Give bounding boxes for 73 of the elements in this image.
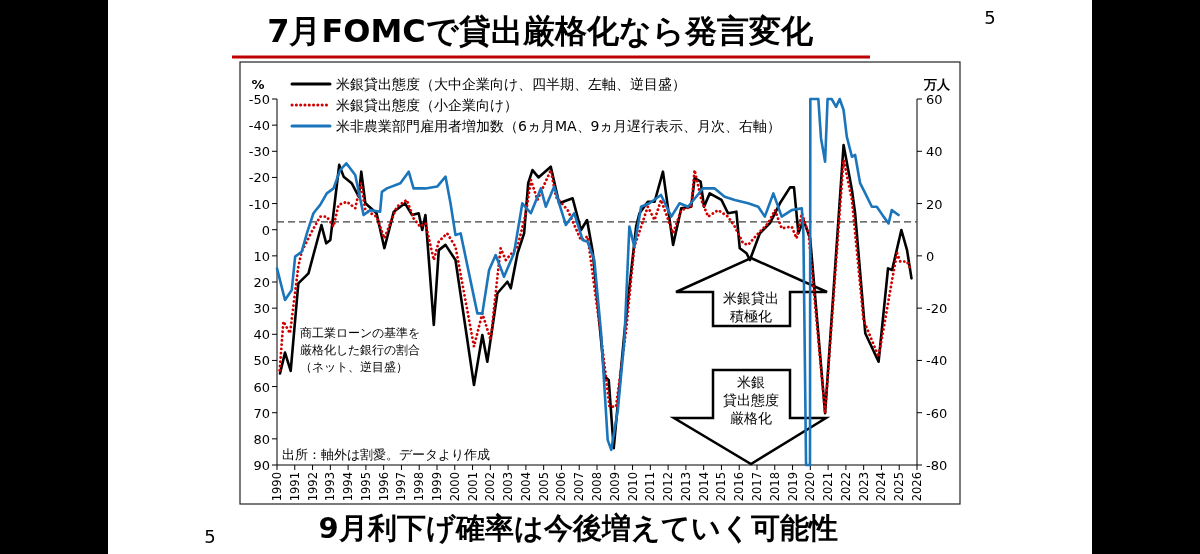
y2-tick-label: -60 bbox=[926, 405, 948, 421]
x-tick-label: 2000 bbox=[447, 472, 462, 502]
x-tick-label: 2002 bbox=[483, 472, 498, 502]
x-tick-label: 2008 bbox=[590, 472, 604, 502]
y-tick-label: 20 bbox=[253, 275, 270, 290]
annotation: 出所：軸外は割愛。データより作成 bbox=[282, 447, 490, 462]
x-tick-label: 2019 bbox=[785, 472, 800, 502]
y-tick-label: 50 bbox=[253, 353, 270, 369]
x-tick-label: 2021 bbox=[821, 472, 836, 502]
y-tick-label: -20 bbox=[248, 170, 270, 186]
y2-tick-label: 60 bbox=[926, 92, 943, 107]
x-tick-label: 1994 bbox=[341, 472, 356, 502]
x-tick-label: 2004 bbox=[518, 472, 533, 502]
x-tick-label: 2015 bbox=[714, 472, 729, 502]
x-tick-label: 2017 bbox=[750, 472, 764, 502]
annotation: 米銀貸出積極化 bbox=[723, 290, 779, 324]
x-tick-label: 2009 bbox=[607, 472, 622, 502]
x-tick-label: 1999 bbox=[430, 472, 444, 502]
x-tick-label: 2026 bbox=[910, 472, 924, 502]
legend-label: 米銀貸出態度（大中企業向け、四半期、左軸、逆目盛） bbox=[336, 76, 686, 92]
legend-label: 米銀貸出態度（小企業向け） bbox=[336, 97, 518, 113]
y-tick-label: -30 bbox=[248, 144, 270, 160]
y2-tick-label: 0 bbox=[926, 248, 935, 264]
y-tick-label: 0 bbox=[261, 222, 270, 238]
y-tick-label: -10 bbox=[248, 196, 270, 212]
y2-tick-label: 20 bbox=[926, 196, 943, 212]
y2-axis-title: 万人 bbox=[923, 77, 951, 92]
x-tick-label: 2018 bbox=[767, 472, 782, 502]
x-tick-label: 2010 bbox=[625, 472, 640, 502]
y-tick-label: 70 bbox=[253, 405, 270, 421]
x-tick-label: 2025 bbox=[892, 472, 907, 502]
x-tick-label: 1991 bbox=[287, 472, 302, 502]
x-tick-label: 2001 bbox=[465, 472, 480, 502]
y-tick-label: 40 bbox=[253, 327, 270, 343]
text: 5 bbox=[204, 526, 216, 547]
y2-tick-label: -40 bbox=[926, 353, 948, 369]
x-tick-label: 1998 bbox=[412, 472, 427, 502]
x-tick-label: 2005 bbox=[536, 472, 551, 502]
x-tick-label: 2022 bbox=[838, 472, 853, 502]
x-tick-label: 2013 bbox=[678, 472, 693, 502]
x-tick-label: 2023 bbox=[856, 472, 871, 502]
y-tick-label: -40 bbox=[248, 118, 270, 134]
x-tick-label: 2014 bbox=[696, 472, 711, 502]
y-tick-label: 90 bbox=[253, 458, 270, 473]
text: 9月利下げ確率は今後増えていく可能性 bbox=[318, 511, 838, 545]
x-tick-label: 1992 bbox=[305, 472, 320, 502]
x-tick-label: 2012 bbox=[661, 472, 676, 502]
x-tick-label: 2006 bbox=[554, 472, 569, 502]
annotation: 米銀貸出態度厳格化 bbox=[723, 374, 779, 426]
y2-tick-label: 40 bbox=[926, 144, 943, 160]
x-tick-label: 2011 bbox=[643, 472, 658, 502]
y-tick-label: 10 bbox=[253, 248, 270, 264]
annotation: 商工業ローンの基準を厳格化した銀行の割合（ネット、逆目盛） bbox=[300, 326, 420, 374]
y-tick-label: 30 bbox=[253, 301, 270, 317]
legend-label: 米非農業部門雇用者増加数（6ヵ月MA、9ヵ月遅行表示、月次、右軸） bbox=[336, 118, 782, 134]
x-tick-label: 1997 bbox=[394, 472, 409, 502]
x-tick-label: 2020 bbox=[803, 472, 818, 502]
y-tick-label: -50 bbox=[248, 92, 270, 107]
y-tick-label: 80 bbox=[253, 431, 270, 447]
y-tick-label: 60 bbox=[253, 379, 270, 395]
x-tick-label: 2024 bbox=[874, 472, 889, 502]
y-axis-title: % bbox=[251, 77, 265, 92]
chart-title: 7月FOMCで貸出厳格化なら発言変化 bbox=[267, 12, 814, 50]
x-tick-label: 2003 bbox=[501, 472, 516, 502]
y2-tick-label: -80 bbox=[926, 458, 948, 473]
x-tick-label: 1996 bbox=[376, 472, 391, 502]
x-tick-label: 1995 bbox=[358, 472, 373, 502]
y2-tick-label: -20 bbox=[926, 301, 948, 317]
text: 5 bbox=[984, 7, 996, 28]
x-tick-label: 1993 bbox=[323, 472, 338, 502]
x-tick-label: 2016 bbox=[732, 472, 747, 502]
x-tick-label: 2007 bbox=[572, 472, 587, 502]
x-tick-label: 1990 bbox=[270, 472, 284, 502]
